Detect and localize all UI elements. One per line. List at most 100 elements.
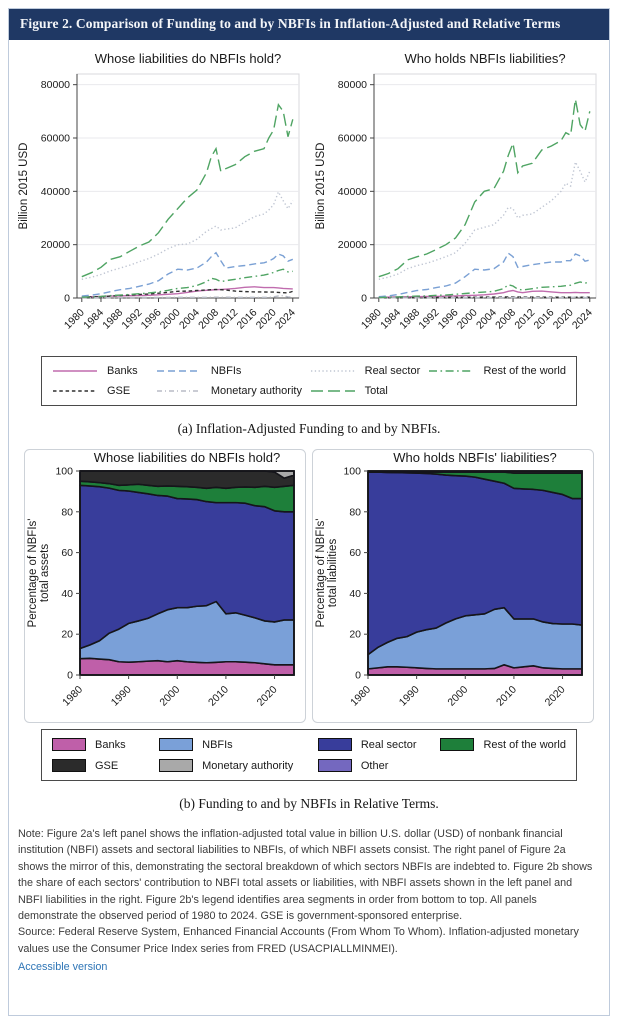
svg-text:1988: 1988 (100, 307, 125, 332)
svg-text:2004: 2004 (177, 307, 202, 332)
svg-text:1980: 1980 (60, 684, 85, 709)
legend-label: NBFIs (202, 738, 233, 751)
legend-label: Other (360, 759, 389, 772)
svg-text:2024: 2024 (570, 307, 595, 332)
svg-text:40: 40 (349, 588, 361, 600)
svg-text:1980: 1980 (348, 684, 373, 709)
legend-item-total: Total (310, 385, 425, 397)
svg-text:Whose liabilities do NBFIs hol: Whose liabilities do NBFIs hold? (94, 450, 280, 465)
svg-text:20000: 20000 (41, 239, 70, 251)
legend-label: Monetary authority (210, 385, 302, 397)
svg-text:2008: 2008 (196, 307, 221, 332)
chart-b-left: 0 20 40 60 80 100 1980 1990 2000 2010 2020 Whose li… (24, 449, 306, 723)
svg-text:2020: 2020 (543, 684, 568, 709)
note-source: Source: Federal Reserve System, Enhanced… (18, 926, 579, 955)
svg-text:1990: 1990 (109, 684, 134, 709)
legend-item-nbfis: NBFIs (159, 738, 314, 751)
svg-text:2000: 2000 (445, 684, 470, 709)
svg-text:0: 0 (355, 670, 361, 682)
svg-text:20000: 20000 (338, 239, 367, 251)
svg-text:2000: 2000 (455, 307, 480, 332)
panel-b-charts: 0 20 40 60 80 100 1980 1990 2000 2010 2020 Whose li… (15, 449, 603, 723)
svg-text:2024: 2024 (273, 307, 298, 332)
legend-line-sample (53, 370, 97, 372)
legend-item-real-sector: Real sector (317, 738, 437, 751)
svg-text:60000: 60000 (41, 133, 70, 145)
legend-color-swatch (317, 738, 352, 751)
legend-label: Rest of the world (483, 365, 566, 377)
svg-text:100: 100 (55, 466, 73, 478)
svg-text:total liabilities: total liabilities (327, 539, 339, 608)
legend-item-gse: GSE (52, 385, 152, 397)
svg-text:2020: 2020 (551, 307, 576, 332)
chart-a-right: 0 20000 40000 60000 80000 1980198419881992199… (315, 51, 597, 332)
svg-text:0: 0 (64, 293, 70, 305)
svg-text:1984: 1984 (81, 307, 106, 332)
legend-item-rest-of-the-world: Rest of the world (440, 738, 566, 751)
legend-color-swatch (159, 738, 194, 751)
legend-color-swatch (52, 738, 86, 751)
svg-text:Who holds NBFIs liabilities?: Who holds NBFIs liabilities? (404, 51, 565, 66)
svg-text:1992: 1992 (119, 307, 144, 332)
svg-text:60: 60 (349, 547, 361, 559)
figure-body: 0 20000 40000 60000 80000 1980 1984 1988 1992 199… (9, 40, 609, 1015)
legend-line-sample (156, 370, 201, 372)
legend-item-banks: Banks (52, 365, 152, 377)
legend-label: Real sector (364, 365, 421, 377)
legend-item-other: Other (317, 759, 437, 772)
legend-item-gse: GSE (52, 759, 155, 772)
panel-b-legend: Banks NBFIs Real sector Rest of the world GS… (41, 729, 577, 781)
legend-label: Real sector (360, 738, 417, 751)
legend-line-sample (156, 390, 201, 392)
svg-text:80: 80 (61, 506, 73, 518)
svg-text:2010: 2010 (494, 684, 519, 709)
svg-text:2012: 2012 (512, 307, 537, 332)
figure-box: Figure 2. Comparison of Funding to and b… (8, 8, 610, 1016)
legend-line-sample (429, 370, 474, 372)
legend-color-swatch (440, 738, 475, 751)
svg-text:100: 100 (343, 466, 361, 478)
svg-text:60: 60 (61, 547, 73, 559)
svg-text:0: 0 (361, 293, 367, 305)
accessible-version-link[interactable]: Accessible version (18, 961, 108, 974)
svg-text:40000: 40000 (338, 186, 367, 198)
note-text: Note: Figure 2a's left panel shows the i… (18, 828, 593, 923)
svg-text:2016: 2016 (532, 307, 557, 332)
figure-note: Note: Figure 2a's left panel shows the i… (15, 824, 603, 976)
legend-line-sample (53, 390, 97, 392)
svg-text:2016: 2016 (235, 307, 260, 332)
svg-text:80000: 80000 (338, 79, 367, 91)
svg-text:80: 80 (349, 506, 361, 518)
panel-a-caption: (a) Inflation-Adjusted Funding to and by… (177, 421, 441, 436)
svg-text:40: 40 (61, 588, 73, 600)
svg-text:2004: 2004 (474, 307, 499, 332)
svg-text:2012: 2012 (215, 307, 240, 332)
svg-text:2010: 2010 (206, 684, 231, 709)
svg-text:1984: 1984 (378, 307, 403, 332)
svg-text:Billion 2015 USD: Billion 2015 USD (18, 143, 30, 230)
legend-label: NBFIs (210, 365, 242, 377)
chart-a-left: 0 20000 40000 60000 80000 1980198419881992199… (18, 51, 300, 332)
figure-title-bar: Figure 2. Comparison of Funding to and b… (9, 9, 609, 40)
legend-label: Total (364, 385, 388, 397)
svg-text:Billion 2015 USD: Billion 2015 USD (315, 143, 327, 230)
legend-color-swatch (317, 759, 352, 772)
legend-item-rest-of-the-world: Rest of the world (428, 365, 566, 377)
svg-text:Percentage of NBFIs': Percentage of NBFIs' (315, 519, 327, 628)
legend-line-sample (310, 390, 355, 392)
legend-item-monetary-authority: Monetary authority (159, 759, 314, 772)
svg-text:20: 20 (349, 629, 361, 641)
legend-label: Banks (107, 365, 138, 377)
panel-b-caption: (b) Funding to and by NBFIs in Relative … (179, 796, 439, 811)
svg-text:2000: 2000 (158, 307, 183, 332)
svg-text:2020: 2020 (255, 684, 280, 709)
panel-a-charts: 0 20000 40000 60000 80000 1980 1984 1988 1992 199… (15, 50, 603, 350)
svg-text:2000: 2000 (157, 684, 182, 709)
legend-label: GSE (95, 759, 119, 772)
svg-text:Who holds NBFIs' liabilities?: Who holds NBFIs' liabilities? (393, 450, 557, 465)
svg-text:2008: 2008 (493, 307, 518, 332)
svg-text:1980: 1980 (359, 307, 384, 332)
legend-item-banks: Banks (52, 738, 155, 751)
legend-color-swatch (52, 759, 86, 772)
